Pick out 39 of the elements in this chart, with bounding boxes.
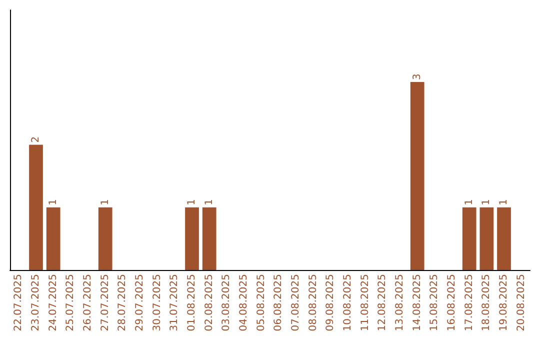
x-tick-label: 16.08.2025 (446, 274, 458, 332)
x-tick-label: 27.07.2025 (100, 274, 111, 332)
x-tick-label: 06.08.2025 (273, 274, 284, 332)
x-tick-label: 03.08.2025 (221, 274, 232, 332)
x-tick-label: 11.08.2025 (360, 274, 371, 332)
x-tick-label: 13.08.2025 (394, 274, 406, 332)
x-tick-label: 18.08.2025 (481, 274, 492, 332)
x-tick-label: 14.08.2025 (412, 274, 423, 332)
data-label: 1 (481, 198, 492, 206)
data-label: 1 (48, 198, 59, 206)
x-tick-label: 10.08.2025 (342, 274, 354, 332)
x-tick-label: 01.08.2025 (186, 274, 198, 332)
data-label: 1 (204, 198, 215, 206)
data-label: 1 (464, 198, 475, 206)
x-tick-label: 19.08.2025 (498, 274, 510, 332)
data-label: 3 (412, 74, 423, 80)
x-tick-label: 09.08.2025 (325, 274, 336, 332)
x-tick-label: 05.08.2025 (256, 274, 267, 332)
x-tick-label: 20.08.2025 (516, 274, 527, 332)
x-tick-label: 04.08.2025 (238, 274, 250, 332)
x-tick-label: 08.08.2025 (308, 274, 319, 332)
x-tick-label: 25.07.2025 (65, 274, 76, 332)
x-tick-label: 23.07.2025 (30, 274, 42, 332)
data-label: 1 (498, 198, 510, 206)
data-label: 1 (100, 198, 111, 206)
x-tick-label: 12.08.2025 (377, 274, 388, 332)
x-tick-label: 30.07.2025 (152, 274, 163, 332)
x-tick-label: 02.08.2025 (204, 274, 215, 332)
x-tick-label: 17.08.2025 (464, 274, 475, 332)
x-tick-label: 24.07.2025 (48, 274, 59, 332)
x-tick-label: 31.07.2025 (169, 274, 180, 332)
x-tick-label: 15.08.2025 (429, 274, 440, 332)
x-tick-label: 22.07.2025 (13, 274, 24, 332)
data-label: 1 (186, 198, 198, 206)
x-tick-label: 26.07.2025 (82, 274, 94, 332)
data-label: 2 (30, 136, 42, 143)
x-tick-label: 07.08.2025 (290, 274, 302, 332)
x-tick-label: 29.07.2025 (134, 274, 146, 332)
x-tick-label: 28.07.2025 (117, 274, 128, 332)
